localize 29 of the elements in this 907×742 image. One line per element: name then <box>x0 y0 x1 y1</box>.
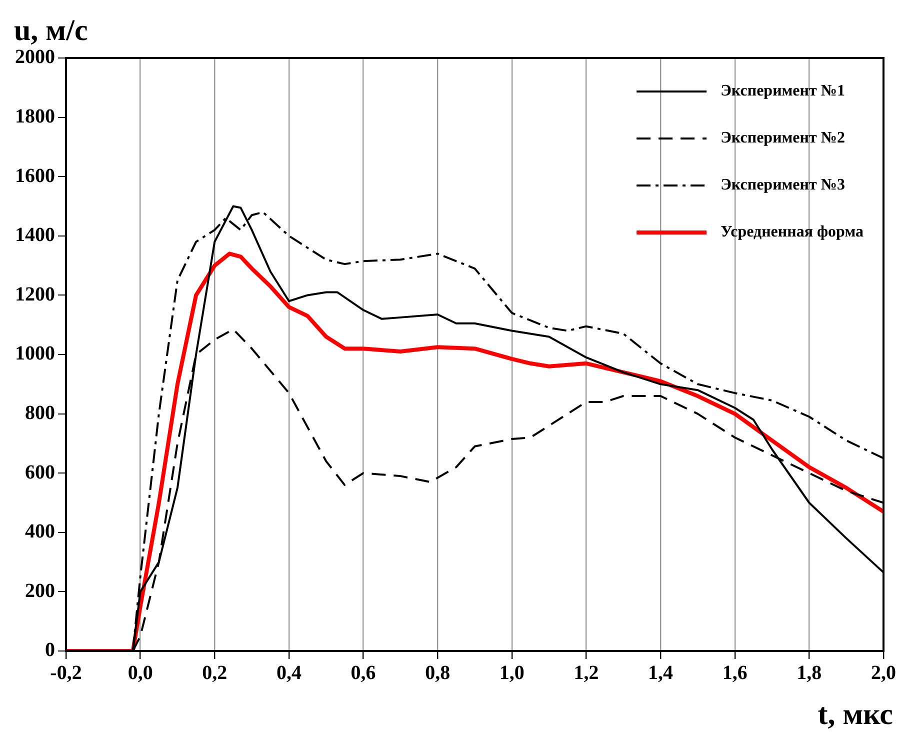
legend-label: Эксперимент №3 <box>720 176 845 194</box>
x-tick-label: 0,8 <box>425 662 450 684</box>
legend-label: Эксперимент №2 <box>720 130 845 147</box>
y-tick-label: 0 <box>45 639 55 662</box>
y-tick-label: 2000 <box>15 46 55 68</box>
x-tick-label: 0,2 <box>202 662 228 684</box>
x-tick-label: 2,0 <box>871 662 896 684</box>
y-tick-label: 400 <box>25 520 55 543</box>
y-tick-label: 1200 <box>15 283 55 306</box>
y-tick-label: 800 <box>25 402 55 424</box>
y-tick-label: 600 <box>25 461 55 484</box>
y-tick-label: 1000 <box>15 342 55 365</box>
y-tick-label: 1800 <box>15 105 55 128</box>
x-tick-label: 1,6 <box>722 662 748 684</box>
x-tick-label: 0,4 <box>276 662 302 684</box>
x-tick-label: 0,6 <box>350 662 376 684</box>
x-axis-title: t, мкс <box>818 698 893 732</box>
legend-label: Усредненная форма <box>720 224 864 241</box>
legend-label: Эксперимент №1 <box>720 82 845 100</box>
y-tick-label: 1600 <box>15 164 55 187</box>
x-tick-label: 1,0 <box>499 662 524 684</box>
y-tick-label: 1400 <box>15 224 55 246</box>
x-tick-label: 1,4 <box>648 662 674 684</box>
x-tick-label: 0,0 <box>128 662 153 684</box>
x-tick-label: 1,8 <box>796 662 822 684</box>
y-axis-title: u, м/с <box>14 14 88 48</box>
y-tick-label: 200 <box>25 580 55 602</box>
x-tick-label: 1,2 <box>574 662 599 684</box>
x-tick-label: -0,2 <box>50 662 82 684</box>
